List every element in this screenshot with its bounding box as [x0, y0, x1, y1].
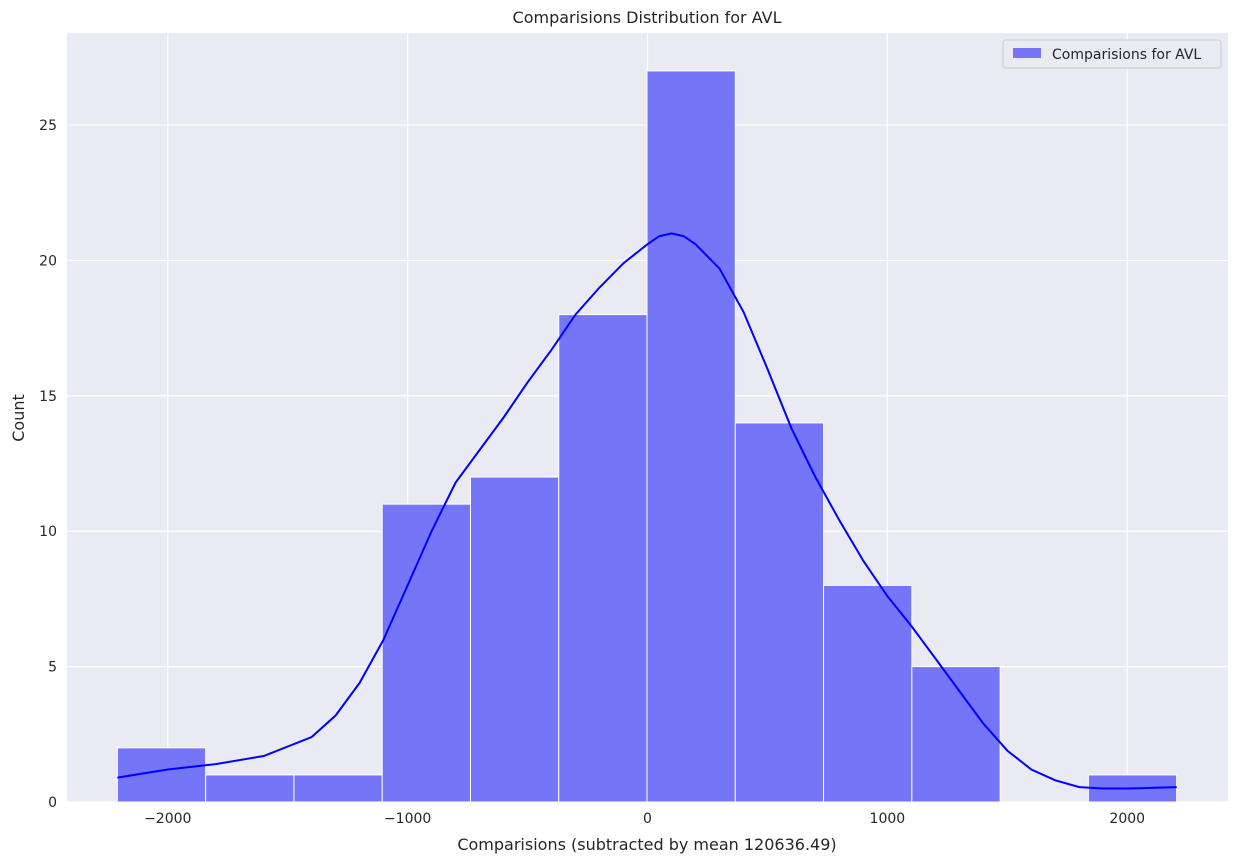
- y-tick-labels: 0 5 10 15 20 25: [39, 118, 57, 811]
- histogram-bar: [646, 70, 736, 803]
- legend: Comparisions for AVL: [1002, 39, 1222, 69]
- histogram-bar: [381, 503, 471, 803]
- y-tick-label: 15: [39, 389, 57, 405]
- legend-box: [1002, 39, 1222, 69]
- histogram-bar: [205, 774, 295, 803]
- x-tick-label: 2000: [1109, 811, 1145, 827]
- legend-swatch: [1013, 48, 1041, 58]
- y-tick-label: 0: [48, 795, 57, 811]
- y-tick-label: 20: [39, 253, 57, 269]
- histogram-bar: [911, 666, 1001, 803]
- kde-curve: [117, 232, 1177, 790]
- y-axis-label: Count: [9, 394, 28, 442]
- y-tick-label: 10: [39, 524, 57, 540]
- histogram-bar: [558, 314, 648, 803]
- histogram-bar: [734, 422, 825, 803]
- x-tick-label: 1000: [870, 811, 906, 827]
- x-tick-label: −1000: [384, 811, 431, 827]
- y-tick-label: 5: [48, 660, 57, 676]
- histogram-bar: [823, 584, 913, 803]
- x-axis-label: Comparisions (subtracted by mean 120636.…: [457, 835, 836, 854]
- x-tick-label: −2000: [144, 811, 191, 827]
- x-tick-label: 0: [643, 811, 652, 827]
- y-tick-label: 25: [39, 118, 57, 134]
- histogram-bar: [469, 476, 560, 803]
- x-tick-labels: −2000 −1000 0 1000 2000: [144, 811, 1145, 827]
- legend-label: Comparisions for AVL: [1052, 47, 1201, 63]
- bars-layer: [116, 70, 1178, 803]
- chart-title: Comparisions Distribution for AVL: [513, 8, 782, 27]
- histogram-bar: [293, 774, 383, 803]
